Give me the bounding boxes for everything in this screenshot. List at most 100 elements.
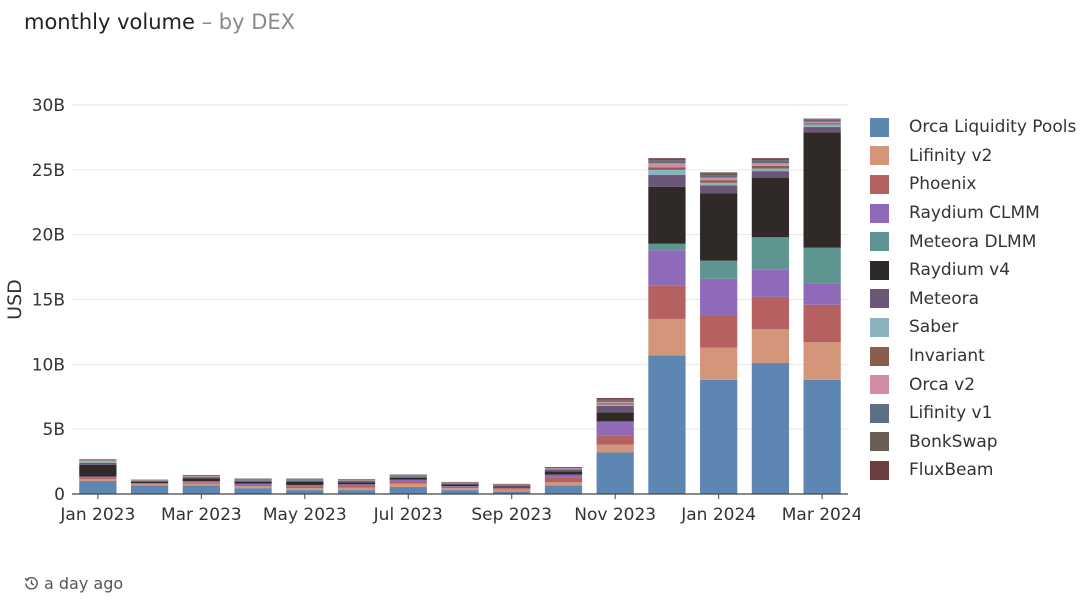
bar-segment bbox=[648, 243, 686, 251]
bar-segment bbox=[234, 479, 272, 480]
bar-segment bbox=[596, 400, 634, 402]
bar-segment bbox=[79, 476, 117, 478]
bar-segment bbox=[389, 476, 427, 478]
bar-segment bbox=[79, 458, 117, 460]
legend-item[interactable]: FluxBeam bbox=[870, 456, 1076, 485]
history-clock-icon bbox=[24, 577, 38, 590]
bar-segment bbox=[182, 475, 220, 476]
legend-swatch bbox=[870, 460, 889, 480]
bar-segment bbox=[337, 484, 376, 486]
bar-segment bbox=[544, 468, 583, 470]
bar-segment bbox=[596, 444, 634, 453]
bar-segment bbox=[286, 484, 324, 487]
title-separator: – bbox=[201, 10, 213, 34]
bar-segment bbox=[493, 487, 531, 489]
bar-segment bbox=[337, 490, 376, 494]
bar-segment bbox=[493, 484, 531, 486]
bar-segment bbox=[286, 486, 324, 489]
bar-segment bbox=[389, 475, 427, 476]
bar-segment bbox=[544, 467, 583, 468]
legend-item[interactable]: Raydium CLMM bbox=[870, 199, 1076, 228]
y-tick-label: 10B bbox=[32, 355, 65, 375]
bar-segment bbox=[286, 479, 324, 480]
bar-segment bbox=[700, 180, 738, 183]
legend-label: Orca Liquidity Pools bbox=[909, 117, 1077, 138]
bar-segment bbox=[182, 482, 220, 484]
bar-segment bbox=[234, 478, 272, 480]
bar-segment bbox=[803, 247, 841, 284]
x-tick-label: Sep 2023 bbox=[471, 505, 552, 525]
bar-segment bbox=[803, 123, 841, 125]
bar-segment bbox=[182, 483, 220, 486]
legend-item[interactable]: Phoenix bbox=[870, 170, 1076, 199]
bar-segment bbox=[544, 467, 583, 469]
legend-label: Meteora bbox=[909, 288, 980, 309]
legend-item[interactable]: Meteora DLMM bbox=[870, 227, 1076, 256]
legend-swatch bbox=[870, 117, 889, 137]
bar-segment bbox=[337, 480, 376, 481]
bar-segment bbox=[234, 486, 272, 489]
bar-segment bbox=[751, 363, 790, 494]
legend-swatch bbox=[870, 346, 889, 366]
bar-segment bbox=[700, 347, 738, 380]
legend-label: Orca v2 bbox=[909, 374, 976, 395]
bar-segment bbox=[337, 479, 376, 480]
bar-segment bbox=[803, 124, 841, 128]
title-subtitle: by DEX bbox=[218, 10, 296, 34]
legend-label: Lifinity v1 bbox=[909, 403, 993, 424]
legend-item[interactable]: Orca Liquidity Pools bbox=[870, 113, 1076, 142]
bar-segment bbox=[493, 489, 531, 492]
legend-item[interactable]: Lifinity v2 bbox=[870, 142, 1076, 171]
legend-label: Invariant bbox=[909, 346, 985, 367]
bar-segment bbox=[544, 469, 583, 471]
bar-segment bbox=[700, 193, 738, 261]
bar-segment bbox=[803, 342, 841, 380]
bar-segment bbox=[751, 177, 790, 238]
bar-segment bbox=[493, 485, 531, 487]
bar-segment bbox=[596, 421, 634, 436]
bar-segment bbox=[803, 132, 841, 248]
bar-segment bbox=[79, 460, 117, 463]
bar-segment bbox=[493, 483, 531, 485]
bar-segment bbox=[286, 478, 324, 480]
bar-segment bbox=[337, 481, 376, 483]
bar-segment bbox=[389, 474, 427, 476]
bar-segment bbox=[751, 329, 790, 364]
bar-segment bbox=[234, 479, 272, 480]
bar-segment bbox=[803, 127, 841, 133]
bar-segment bbox=[648, 175, 686, 187]
bar-segment bbox=[182, 477, 220, 479]
legend-item[interactable]: Raydium v4 bbox=[870, 256, 1076, 285]
bar-segment bbox=[648, 355, 686, 494]
legend-item[interactable]: Lifinity v1 bbox=[870, 399, 1076, 428]
bar-segment bbox=[79, 464, 117, 477]
bar-segment bbox=[544, 468, 583, 469]
bar-segment bbox=[441, 484, 479, 487]
bar-segment bbox=[130, 484, 169, 486]
x-tick-label: May 2023 bbox=[263, 505, 347, 525]
title-main: monthly volume bbox=[24, 10, 195, 34]
bar-segment bbox=[389, 479, 427, 482]
bar-segment bbox=[130, 479, 169, 481]
bar-segment bbox=[389, 477, 427, 480]
legend-item[interactable]: Meteora bbox=[870, 285, 1076, 314]
bar-segment bbox=[544, 477, 583, 483]
legend-item[interactable]: Orca v2 bbox=[870, 370, 1076, 399]
bar-segment bbox=[234, 483, 272, 485]
legend-item[interactable]: BonkSwap bbox=[870, 428, 1076, 457]
bar-segment bbox=[700, 315, 738, 348]
y-tick-label: 0 bbox=[54, 485, 65, 505]
bar-segment bbox=[700, 260, 738, 279]
bar-segment bbox=[493, 484, 531, 485]
legend-item[interactable]: Saber bbox=[870, 313, 1076, 342]
bar-segment bbox=[130, 479, 169, 481]
bar-segment bbox=[389, 483, 427, 487]
legend-label: Lifinity v2 bbox=[909, 145, 993, 166]
bar-segment bbox=[79, 477, 117, 480]
legend-item[interactable]: Invariant bbox=[870, 342, 1076, 371]
legend-label: BonkSwap bbox=[909, 431, 998, 452]
bar-segment bbox=[130, 485, 169, 494]
legend-label: Phoenix bbox=[909, 174, 977, 195]
bar-segment bbox=[182, 476, 220, 478]
bar-segment bbox=[700, 175, 738, 178]
